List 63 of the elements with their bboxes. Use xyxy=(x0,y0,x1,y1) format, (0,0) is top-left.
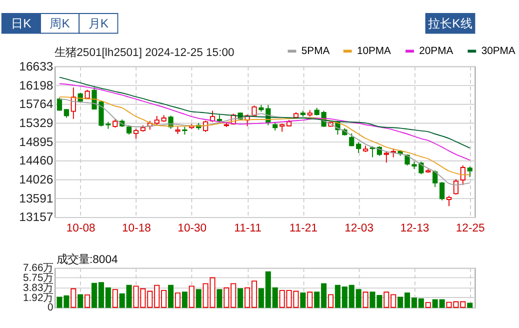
x-tick-label: 10-30 xyxy=(178,222,207,235)
candlestick xyxy=(439,182,445,201)
candlestick xyxy=(349,132,354,147)
y-tick-label: 14026 xyxy=(19,172,54,187)
legend-label: 30PMA xyxy=(481,46,516,57)
y-tick-label: 5.75万 xyxy=(23,272,54,284)
line-series xyxy=(59,83,470,161)
bar xyxy=(84,294,90,308)
x-tick-label: 11-21 xyxy=(289,222,318,235)
y-tick-label: 14460 xyxy=(19,154,54,168)
y-tick-label: 0 xyxy=(47,302,54,314)
legend-label: 20PMA xyxy=(419,46,454,57)
bar xyxy=(196,289,202,308)
candlestick xyxy=(356,142,362,154)
y-tick-label: 16633 xyxy=(19,59,54,74)
candlestick xyxy=(133,128,139,140)
text: 拉长K线 xyxy=(428,16,472,31)
x-tick-label: 12-03 xyxy=(344,222,374,235)
bar xyxy=(238,288,244,308)
y-tick-label: 13157 xyxy=(19,210,54,224)
y-tick-label: 16198 xyxy=(19,78,54,92)
candlestick xyxy=(446,195,452,207)
y-tick-label: 7.66万 xyxy=(23,263,54,274)
bar xyxy=(216,289,222,308)
candlestick xyxy=(460,164,466,186)
candlestick xyxy=(56,97,62,112)
bar xyxy=(307,292,313,308)
y-tick-label: 15329 xyxy=(19,116,54,130)
x-tick-label: 10-18 xyxy=(122,222,151,235)
y-tick-label: 3.83万 xyxy=(23,282,54,294)
bar xyxy=(467,302,473,308)
y-tick-label: 15764 xyxy=(19,97,54,112)
legend-label: 10PMA xyxy=(356,46,392,57)
bar xyxy=(174,292,181,308)
y-tick-label: 1.92万 xyxy=(23,292,54,304)
legend-label: 5PMA xyxy=(301,46,330,57)
bar xyxy=(425,302,431,308)
candlestick xyxy=(467,166,472,178)
candlestick xyxy=(384,151,389,164)
bar xyxy=(168,284,174,308)
y-tick-label: 13591 xyxy=(19,191,54,206)
bar xyxy=(112,289,118,308)
x-tick-label: 12-25 xyxy=(456,222,485,235)
line-series xyxy=(59,76,470,148)
bar xyxy=(328,294,334,308)
x-tick-label: 12-13 xyxy=(400,222,430,235)
chart-title: 成交量:8004 xyxy=(56,253,118,266)
candlestick xyxy=(453,178,459,196)
bar xyxy=(300,292,306,308)
bar xyxy=(362,292,368,308)
bar xyxy=(78,294,84,308)
text: 周K xyxy=(50,16,71,31)
chart-title: 生猪2501[lh2501] 2024-12-25 15:00 xyxy=(54,46,234,59)
y-tick-label: 14895 xyxy=(19,134,54,149)
candlestick xyxy=(432,170,438,188)
text: 月K xyxy=(88,16,110,31)
bar xyxy=(182,292,188,308)
bar xyxy=(70,288,76,308)
x-tick-label: 11-11 xyxy=(234,222,262,235)
text: 日K xyxy=(11,16,32,31)
x-tick-label: 10-08 xyxy=(66,222,96,235)
candlestick xyxy=(154,116,160,126)
bar xyxy=(188,286,194,308)
